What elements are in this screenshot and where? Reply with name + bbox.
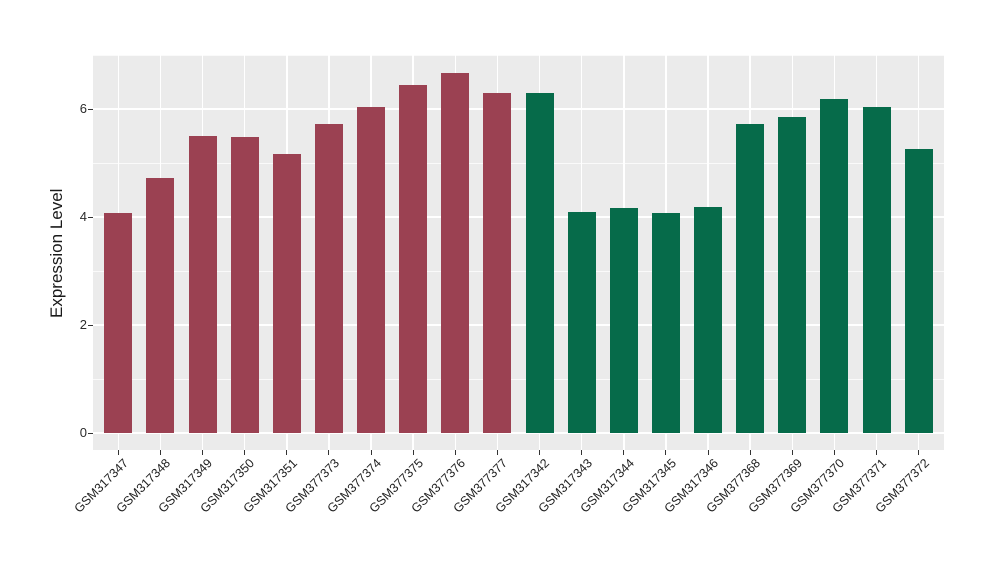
bar-GSM377376	[441, 73, 470, 433]
bar-GSM317349	[188, 136, 217, 433]
gridline-minor-y1	[93, 378, 944, 380]
x-tick-mark-GSM377374	[370, 450, 372, 455]
bar-GSM317345	[651, 212, 680, 433]
x-tick-mark-GSM317344	[623, 450, 625, 455]
bar-GSM377368	[736, 123, 765, 433]
x-tick-mark-GSM377375	[412, 450, 414, 455]
chart-panel	[93, 55, 944, 450]
bar-GSM377374	[357, 107, 386, 433]
y-tick-label-0: 0	[79, 425, 87, 440]
gridline-major-y4	[93, 216, 944, 218]
gridline-minor-y5	[93, 162, 944, 164]
bar-GSM377371	[862, 106, 891, 433]
x-tick-mark-GSM317342	[539, 450, 541, 455]
gridline-minor-y3	[93, 270, 944, 272]
x-tick-mark-GSM317350	[244, 450, 246, 455]
x-tick-mark-GSM317343	[581, 450, 583, 455]
gridline-minor-y7	[93, 55, 944, 56]
x-tick-mark-GSM317345	[665, 450, 667, 455]
x-tick-mark-GSM377370	[833, 450, 835, 455]
y-tick-mark-0	[88, 432, 93, 434]
x-tick-mark-GSM377376	[454, 450, 456, 455]
x-tick-mark-GSM377377	[496, 450, 498, 455]
y-tick-label-4: 4	[79, 209, 87, 224]
bar-GSM317351	[272, 153, 301, 433]
x-tick-mark-GSM377371	[876, 450, 878, 455]
y-tick-mark-6	[88, 108, 93, 110]
y-tick-label-2: 2	[79, 317, 87, 332]
x-tick-mark-GSM317349	[202, 450, 204, 455]
bar-GSM317347	[104, 212, 133, 433]
bar-GSM317348	[146, 178, 175, 433]
x-tick-mark-GSM317347	[117, 450, 119, 455]
bar-GSM317350	[230, 137, 259, 433]
bar-GSM377369	[778, 116, 807, 433]
x-tick-mark-GSM317348	[159, 450, 161, 455]
bar-GSM377373	[314, 124, 343, 433]
bar-GSM317346	[694, 206, 723, 433]
bar-GSM377370	[820, 98, 849, 433]
y-tick-mark-2	[88, 324, 93, 326]
x-tick-mark-GSM377368	[749, 450, 751, 455]
x-tick-mark-GSM317346	[707, 450, 709, 455]
y-axis-title: Expression Level	[47, 188, 66, 318]
bar-GSM317343	[567, 212, 596, 433]
gridline-major-y2	[93, 324, 944, 326]
bar-GSM377377	[483, 92, 512, 433]
x-tick-mark-GSM317351	[286, 450, 288, 455]
x-tick-mark-GSM377369	[791, 450, 793, 455]
x-tick-mark-GSM377372	[918, 450, 920, 455]
bar-GSM377375	[399, 84, 428, 433]
y-tick-mark-4	[88, 216, 93, 218]
gridline-major-y0	[93, 432, 944, 434]
gridline-major-y6	[93, 108, 944, 110]
y-tick-label-6: 6	[79, 101, 87, 116]
bar-GSM317342	[525, 92, 554, 433]
bar-GSM317344	[609, 207, 638, 433]
bar-GSM377372	[904, 148, 933, 433]
x-tick-mark-GSM377373	[328, 450, 330, 455]
